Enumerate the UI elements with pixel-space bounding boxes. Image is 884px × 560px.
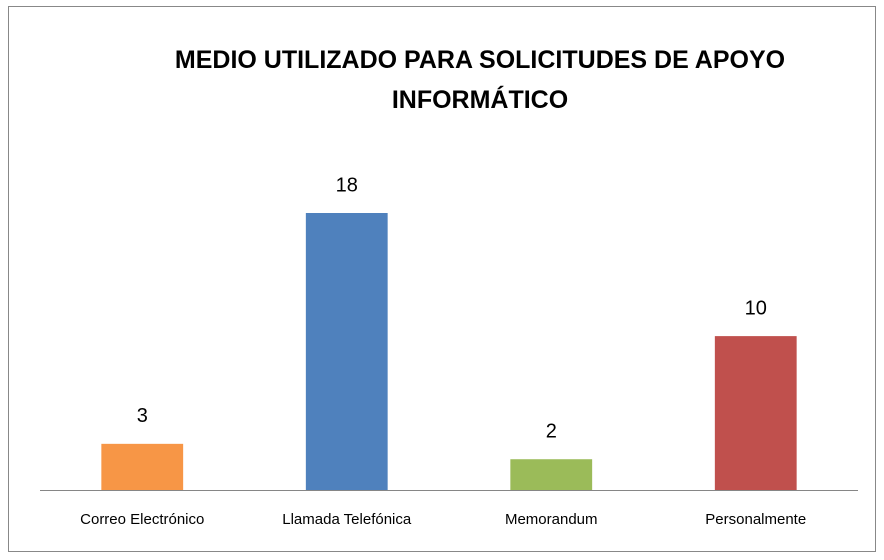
- bar: [101, 443, 184, 490]
- data-label: 10: [745, 297, 767, 319]
- x-tick-label: Llamada Telefónica: [282, 511, 412, 528]
- data-label: 2: [546, 421, 557, 443]
- x-tick-label: Correo Electrónico: [80, 511, 204, 528]
- x-tick-label: Personalmente: [705, 511, 806, 528]
- data-label: 3: [137, 405, 148, 427]
- bar: [510, 459, 593, 490]
- bar: [714, 336, 797, 490]
- data-label: 18: [336, 174, 358, 196]
- bar: [305, 213, 388, 490]
- x-tick-label: Memorandum: [505, 511, 598, 528]
- chart-title: MEDIO UTILIZADO PARA SOLICITUDES DE APOY…: [174, 46, 786, 114]
